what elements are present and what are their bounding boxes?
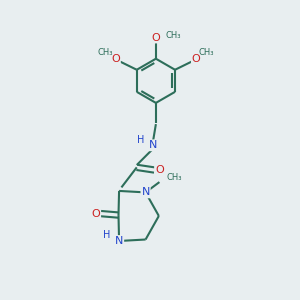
Text: O: O (152, 32, 160, 43)
Text: N: N (149, 140, 157, 150)
Text: H: H (103, 230, 110, 239)
Text: N: N (115, 236, 123, 246)
Text: H: H (137, 135, 144, 145)
Text: O: O (155, 165, 164, 175)
Text: CH₃: CH₃ (166, 173, 182, 182)
Text: CH₃: CH₃ (98, 49, 113, 58)
Text: O: O (92, 208, 100, 219)
Text: O: O (192, 55, 201, 64)
Text: N: N (141, 188, 150, 197)
Text: CH₃: CH₃ (199, 49, 214, 58)
Text: O: O (111, 55, 120, 64)
Text: CH₃: CH₃ (165, 31, 181, 40)
